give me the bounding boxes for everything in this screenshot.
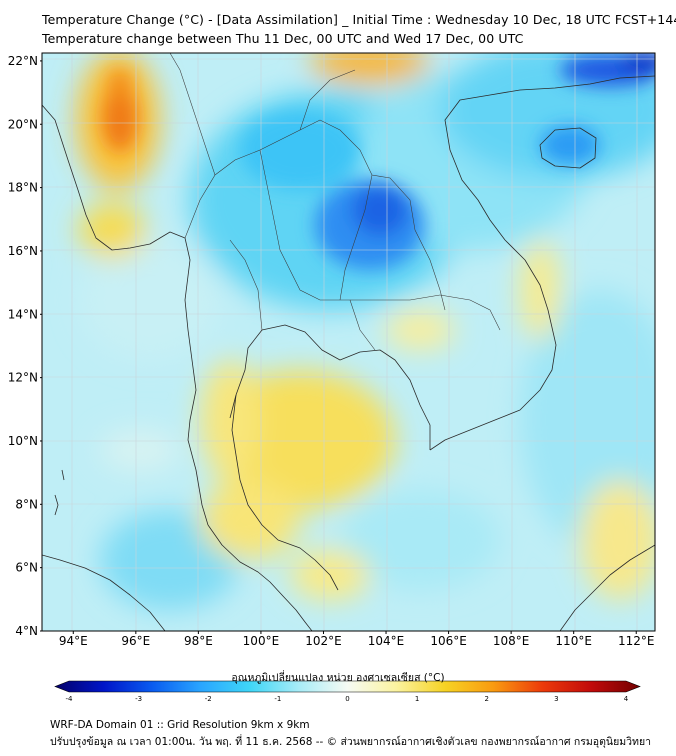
- colorbar-tick-label: 3: [554, 695, 558, 703]
- map-frame: [41, 52, 656, 632]
- footer-model-info: WRF-DA Domain 01 :: Grid Resolution 9km …: [50, 719, 310, 731]
- map-subtitle: Temperature change between Thu 11 Dec, 0…: [42, 31, 524, 46]
- colorbar: -4 -3 -2 -1 0 1 2 3 4: [54, 680, 641, 703]
- lat-label: 8°N: [15, 497, 38, 511]
- lat-label: 4°N: [15, 624, 38, 638]
- lon-label: 112°E: [618, 634, 655, 648]
- footer-credit: ปรับปรุงข้อมูล ณ เวลา 01:00น. วัน พฤ. ที…: [50, 736, 652, 748]
- colorbar-tick-label: -3: [135, 695, 142, 703]
- lat-label: 14°N: [8, 307, 38, 321]
- colorbar-tick-label: -4: [66, 695, 74, 703]
- lat-label: 20°N: [8, 117, 38, 131]
- colorbar-label: อุณหภูมิเปลี่ยนแปลง หน่วย องศาเซลเซียส (…: [231, 672, 445, 684]
- lon-label: 94°E: [59, 634, 88, 648]
- colorbar-tick-label: -1: [274, 695, 281, 703]
- lat-label: 10°N: [8, 434, 38, 448]
- colorbar-gradient: [54, 680, 641, 693]
- lat-label: 22°N: [8, 54, 38, 68]
- axis-labels: 22°N 20°N 18°N 16°N 14°N 12°N 10°N 8°N 6°N 4°N 94°…: [8, 54, 655, 648]
- lat-label: 6°N: [15, 561, 38, 575]
- colorbar-tick-label: 0: [345, 695, 349, 703]
- temperature-field: [42, 53, 655, 631]
- lon-label: 110°E: [555, 634, 592, 648]
- map-title: Temperature Change (°C) - [Data Assimila…: [42, 12, 676, 27]
- lon-label: 106°E: [430, 634, 467, 648]
- colorbar-tick-label: 1: [415, 695, 419, 703]
- lat-label: 18°N: [8, 181, 38, 195]
- colorbar-tick-label: -2: [205, 695, 212, 703]
- lon-label: 108°E: [493, 634, 530, 648]
- lon-label: 102°E: [305, 634, 342, 648]
- lon-label: 104°E: [368, 634, 405, 648]
- borders: [169, 53, 501, 351]
- lat-label: 16°N: [8, 244, 38, 258]
- graticule: [42, 53, 655, 631]
- lon-label: 100°E: [243, 634, 280, 648]
- colorbar-tick-label: 4: [624, 695, 629, 703]
- colorbar-tick-label: 2: [485, 695, 489, 703]
- lon-label: 96°E: [121, 634, 150, 648]
- lon-label: 98°E: [184, 634, 213, 648]
- lat-label: 12°N: [8, 371, 38, 385]
